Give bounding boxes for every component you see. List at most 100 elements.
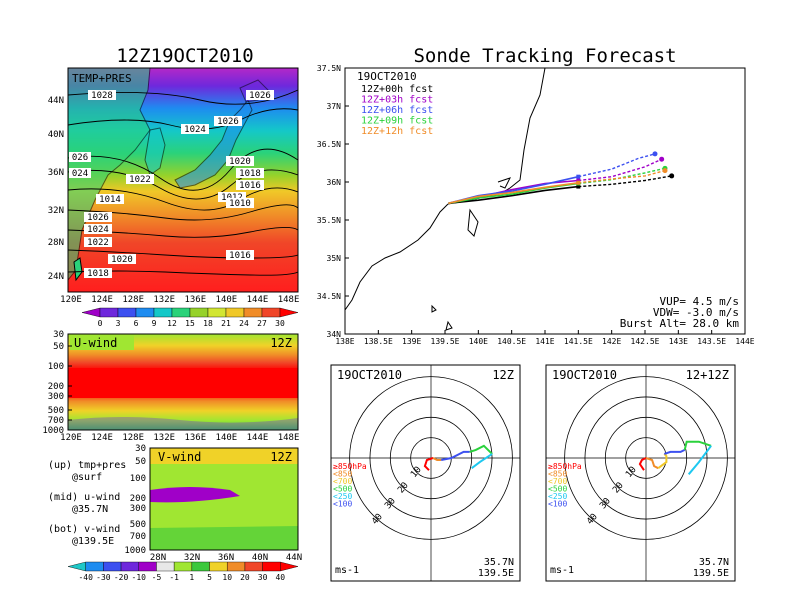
map-colorbar-tick: 30 xyxy=(275,319,285,328)
vwind-label: V-wind xyxy=(158,450,201,464)
map-colorbar-tick: 24 xyxy=(239,319,249,328)
track-x-tick: 138.5E xyxy=(364,337,393,346)
track-y-tick: 35N xyxy=(327,254,342,263)
isobar-label-bg xyxy=(84,268,112,278)
note-line: @surf xyxy=(72,472,102,483)
hodograph-date: 19OCT2010 xyxy=(552,368,617,382)
vwind-colorbar-tick: 10 xyxy=(222,573,232,582)
isobar-label: 1018 xyxy=(239,169,261,179)
track-date: 19OCT2010 xyxy=(357,70,417,83)
track-y-tick: 37N xyxy=(327,102,342,111)
vwind-positive-band xyxy=(150,526,298,550)
vwind-colorbar-swatch xyxy=(280,561,299,572)
map-colorbar-swatch xyxy=(243,307,263,318)
hodograph-unit: ms-1 xyxy=(335,565,359,576)
hodograph-lat: 35.7N xyxy=(699,557,729,568)
isobar-label: 1010 xyxy=(229,199,251,209)
uwind-y-tick: 50 xyxy=(53,342,64,352)
track-y-tick: 36N xyxy=(327,178,342,187)
track-legend-item: 12Z+06h fcst xyxy=(361,105,433,116)
isobar-label: 1016 xyxy=(229,251,251,261)
isobar-label: 1016 xyxy=(239,181,261,191)
isobar-label-bg xyxy=(96,194,124,204)
note-line: @139.5E xyxy=(72,536,114,547)
isobar-label-bg xyxy=(236,180,264,190)
hodograph-ring xyxy=(389,416,473,500)
track-legend-item: 12Z+00h fcst xyxy=(361,84,433,95)
vwind-frame xyxy=(149,447,299,551)
map-colorbar-swatch xyxy=(81,307,101,318)
map-colorbar-tick: 12 xyxy=(167,319,177,328)
vwind-colorbar-tick: 30 xyxy=(258,573,268,582)
hodograph-frame xyxy=(545,364,736,582)
hodograph-unit: ms-1 xyxy=(550,565,574,576)
track-descent-line xyxy=(578,158,662,182)
vwind-colorbar-tick: 5 xyxy=(207,573,212,582)
track-y-tick: 36.5N xyxy=(317,140,341,149)
hodograph-time: 12+12Z xyxy=(686,368,729,382)
hodograph-legend-item: ≥850hPa xyxy=(548,462,582,471)
map-frame xyxy=(67,67,299,293)
track-descent-line xyxy=(578,167,666,185)
track-x-tick: 139.5E xyxy=(431,337,460,346)
track-burst-point xyxy=(576,174,581,179)
uwind-x-tick: 132E xyxy=(153,433,175,443)
track-y-tick: 34.5N xyxy=(317,292,341,301)
uwind-x-tick: 140E xyxy=(216,433,238,443)
note-line: @35.7N xyxy=(72,504,108,515)
vwind-negative-core xyxy=(150,487,240,503)
hodograph-legend-item: ≥850hPa xyxy=(333,462,367,471)
map-colorbar-swatch xyxy=(189,307,209,318)
map-colorbar-tick: 18 xyxy=(203,319,213,328)
hodograph-ring xyxy=(604,416,688,500)
vwind-y-tick: 50 xyxy=(135,457,146,467)
hodograph-legend-item: <100 xyxy=(548,500,567,509)
vwind-y-tick: 30 xyxy=(135,444,146,454)
map-colorbar-swatch xyxy=(261,307,281,318)
track-landing-point xyxy=(669,173,675,179)
hodograph-segment xyxy=(687,445,712,475)
isobar-label-bg xyxy=(236,168,264,178)
track-burst-point xyxy=(576,178,581,183)
korea xyxy=(144,127,166,176)
vwind-colorbar-tick: 20 xyxy=(240,573,250,582)
hodograph-legend-item: <250 xyxy=(548,492,567,501)
track-y-tick: 37.5N xyxy=(317,64,341,73)
track-y-tick: 34N xyxy=(327,330,342,339)
map-colorbar-tick: 6 xyxy=(134,319,139,328)
track-burst-point xyxy=(576,180,581,185)
track-burst-point xyxy=(576,184,581,189)
vwind-colorbar-tick: -40 xyxy=(78,573,93,582)
vwind-y-tick: 500 xyxy=(130,520,146,530)
track-x-tick: 144E xyxy=(735,337,754,346)
isobar-label: 1020 xyxy=(229,157,251,167)
map-colorbar-swatch xyxy=(171,307,191,318)
map-y-tick: 28N xyxy=(48,238,64,248)
track-x-tick: 142E xyxy=(602,337,621,346)
track-descent-line xyxy=(578,169,666,184)
vwind-colorbar-tick: -10 xyxy=(132,573,147,582)
uwind-time: 12Z xyxy=(270,336,292,350)
isobar-label-bg xyxy=(226,198,254,208)
note-line: (up) tmp+pres xyxy=(48,460,126,471)
map-colorbar-swatch xyxy=(117,307,137,318)
vwind-x-tick: 44N xyxy=(286,553,302,563)
map-colorbar-tick: 0 xyxy=(98,319,103,328)
isobar-label: 1018 xyxy=(87,269,109,279)
track-vdw: VDW= -3.0 m/s xyxy=(653,306,739,319)
hodograph-ring xyxy=(564,376,728,540)
vwind-colorbar-tick: -20 xyxy=(114,573,129,582)
hodograph-legend-item: <700 xyxy=(548,477,567,486)
vwind-y-tick: 200 xyxy=(130,494,146,504)
track-x-tick: 142.5E xyxy=(631,337,660,346)
track-x-tick: 138E xyxy=(335,337,354,346)
vwind-colorbar-tick: 1 xyxy=(189,573,194,582)
map-colorbar-swatch xyxy=(225,307,245,318)
track-x-ticks: 138E 138.5E 139E 139.5E 140E 140.5E 141E 141.5E… xyxy=(335,330,755,346)
track-ascent-line xyxy=(448,185,579,205)
map-colorbar-swatch xyxy=(279,307,299,318)
